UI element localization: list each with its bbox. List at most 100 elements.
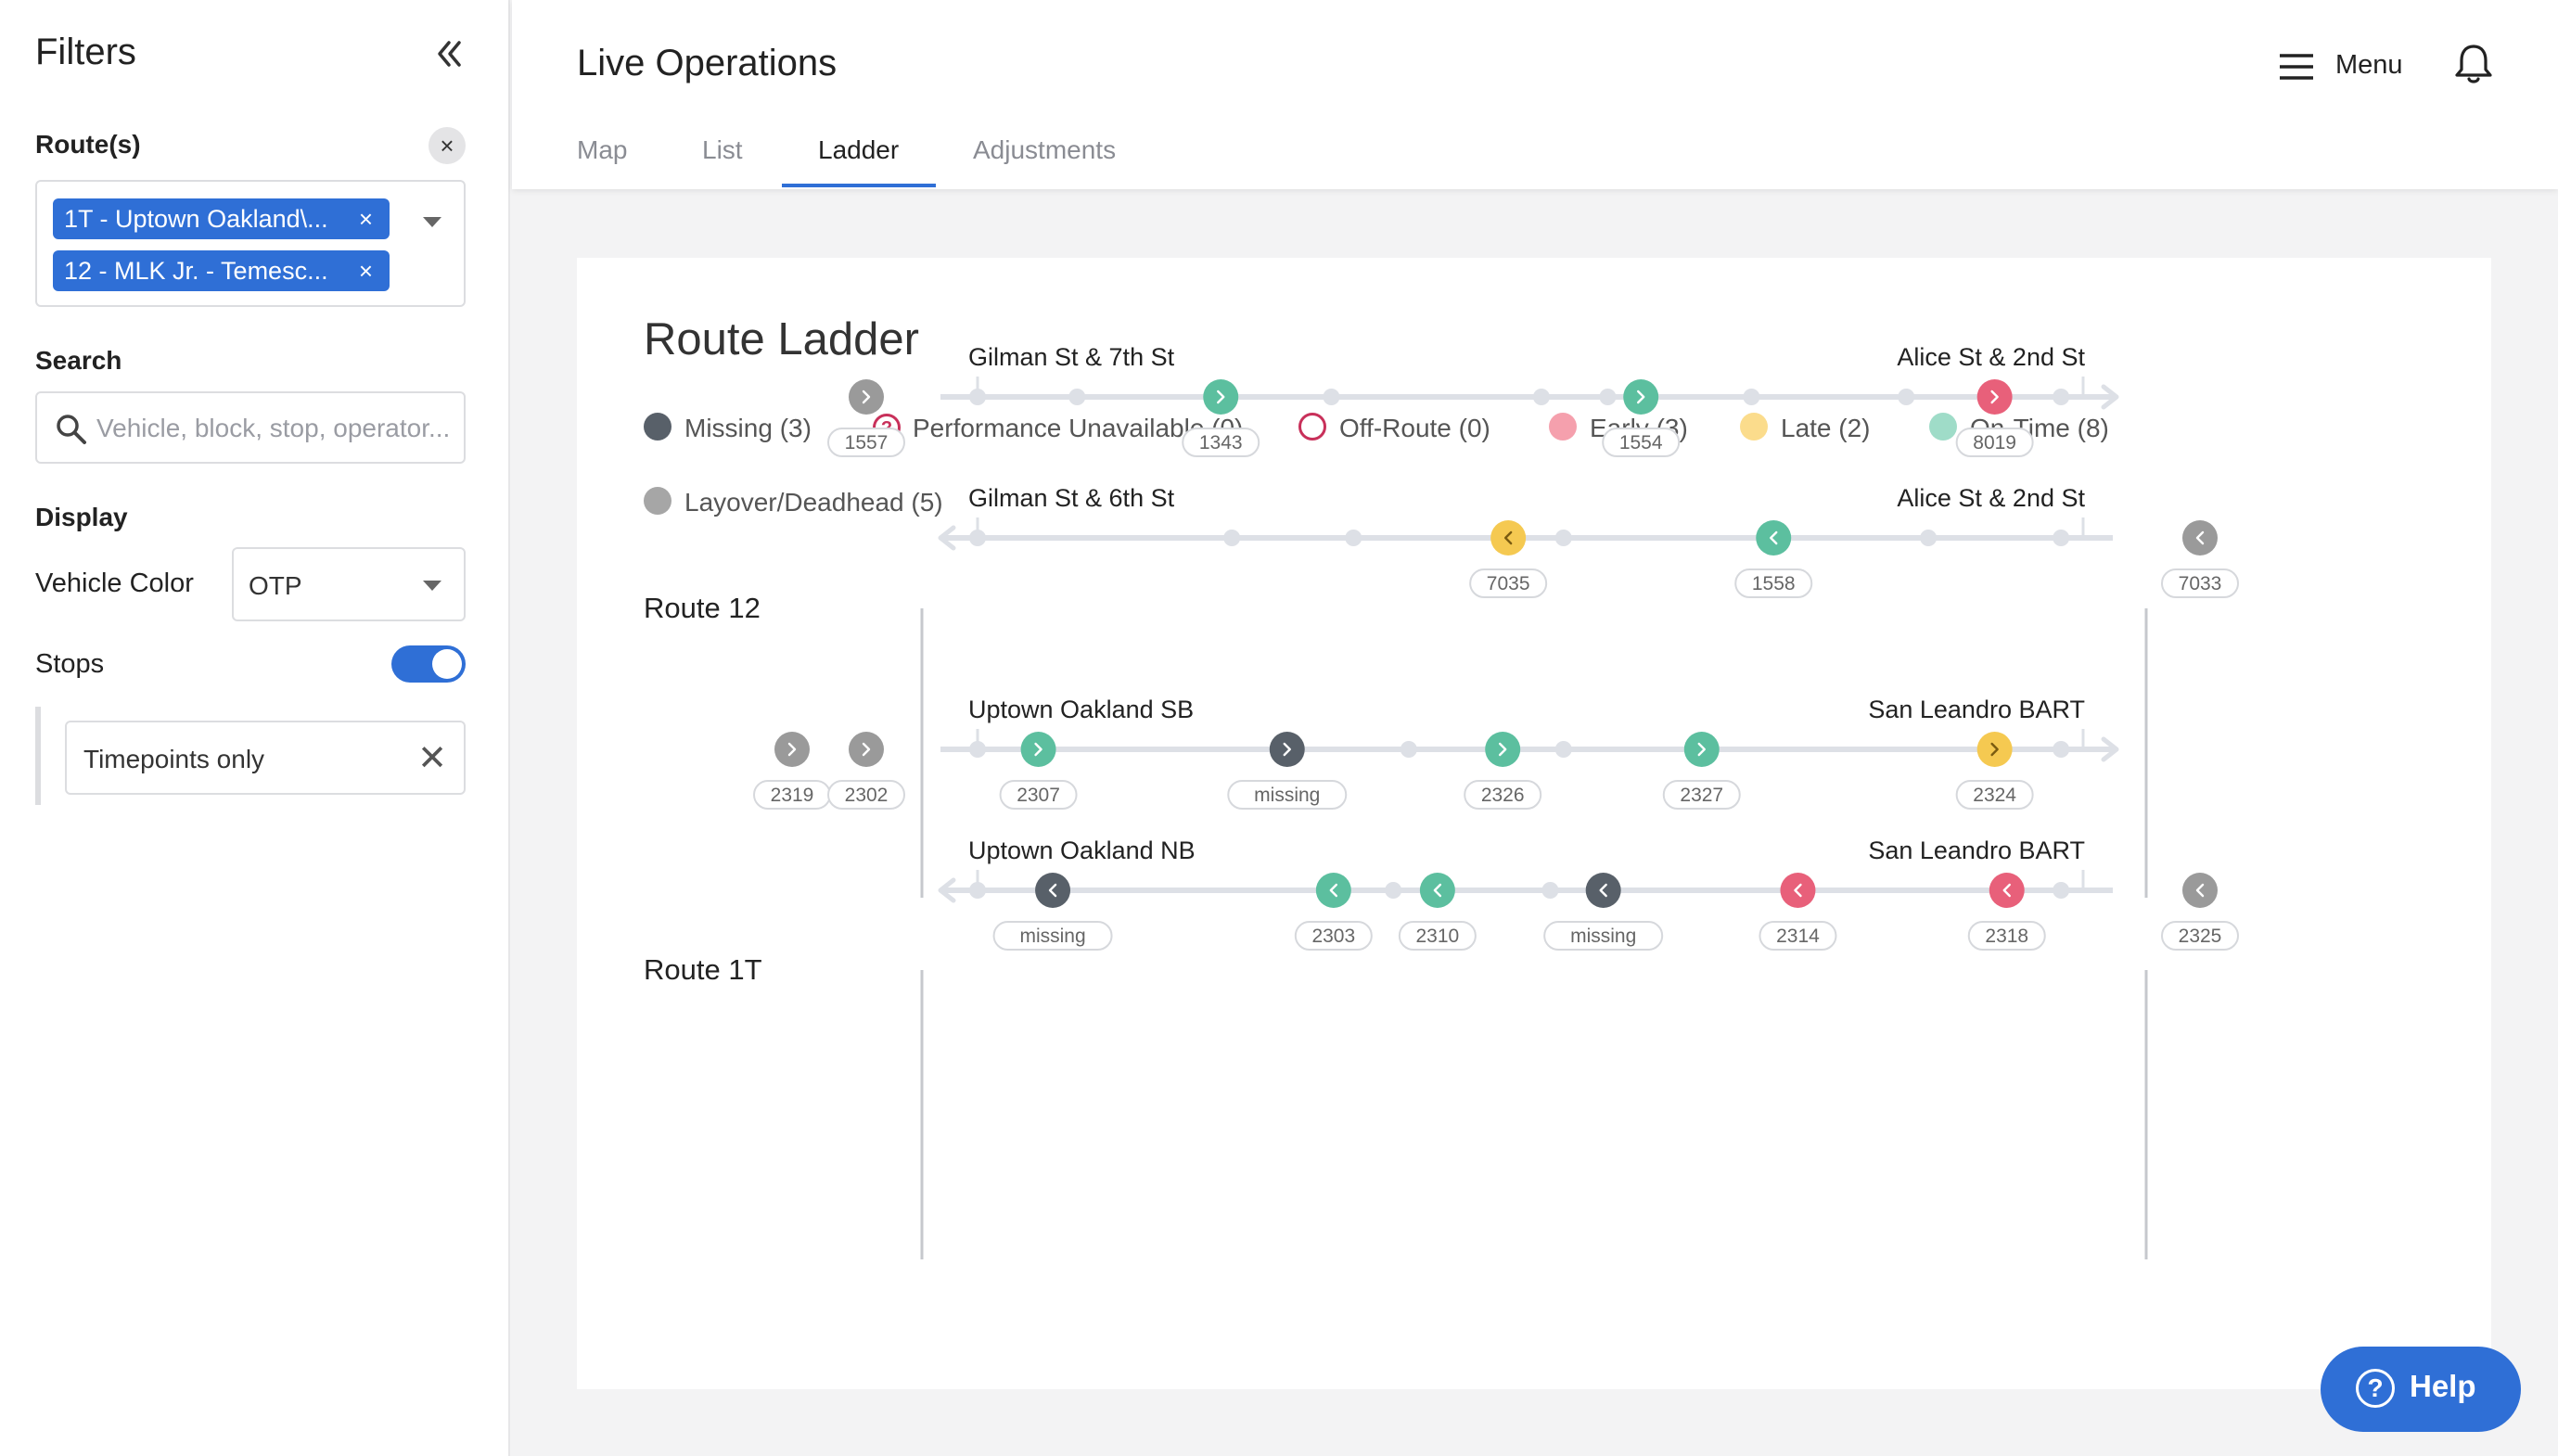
vehicle-label-pill [1182, 428, 1260, 457]
clear-routes-button[interactable]: × [428, 127, 466, 164]
stop-dot[interactable] [1223, 530, 1241, 546]
vehicle-marker[interactable] [1683, 732, 1720, 767]
routes-select[interactable]: 1T - Uptown Oakland\... × 12 - MLK Jr. -… [35, 180, 466, 307]
vehicle-marker[interactable] [1976, 732, 2013, 767]
stop-dot[interactable] [1068, 389, 1086, 405]
layover-vehicle-2302[interactable]: 2302 [827, 732, 905, 810]
filters-sidebar: Filters Route(s) × 1T - Uptown Oakland\.… [0, 0, 510, 1456]
stop-dot[interactable] [1599, 389, 1617, 405]
stop-dot[interactable] [1743, 389, 1760, 405]
vehicle-2324[interactable]: 2324 [1955, 732, 2034, 810]
stop-dot[interactable] [1400, 741, 1417, 758]
stops-toggle[interactable] [391, 645, 466, 683]
vehicle-label: 2326 [1481, 785, 1525, 806]
menu-button[interactable]: Menu [2278, 46, 2408, 87]
vehicle-marker[interactable] [849, 379, 884, 415]
vehicle-label-pill [1734, 568, 1813, 598]
vehicle-marker[interactable] [1585, 873, 1621, 908]
stop-dot[interactable] [1898, 389, 1915, 405]
vehicle-2307[interactable]: 2307 [999, 732, 1078, 810]
tab-ladder[interactable]: Ladder [818, 135, 900, 164]
collapse-sidebar-icon[interactable] [428, 33, 469, 74]
vehicle-2318[interactable]: 2318 [1967, 873, 2046, 951]
vehicle-marker[interactable] [1780, 873, 1816, 908]
vehicle-marker[interactable] [1203, 379, 1239, 415]
stop-dot[interactable] [2053, 741, 2070, 758]
route-title: Route 12 [644, 592, 761, 624]
stop-dot[interactable] [1323, 389, 1340, 405]
vehicle-marker[interactable] [1989, 873, 2025, 908]
stop-dot[interactable] [1532, 389, 1550, 405]
vehicle-marker[interactable] [1035, 873, 1071, 908]
stop-dot[interactable] [1554, 741, 1572, 758]
vehicle-7035[interactable]: 7035 [1469, 520, 1548, 598]
remove-chip-icon[interactable]: × [358, 257, 373, 285]
vehicle-marker[interactable] [1315, 873, 1351, 908]
chevron-down-icon [423, 581, 441, 591]
stop-dot[interactable] [2053, 530, 2070, 546]
stop-dot[interactable] [1920, 530, 1938, 546]
remove-chip-icon[interactable]: × [358, 205, 373, 233]
layover-vehicle-2325[interactable]: 2325 [2161, 873, 2239, 951]
vehicle-label-pill [1662, 780, 1741, 810]
tab-adjustments[interactable]: Adjustments [973, 135, 1117, 164]
tab-list[interactable]: List [702, 135, 743, 164]
vehicle-marker[interactable] [1020, 732, 1056, 767]
stop-dot[interactable] [969, 882, 986, 899]
vehicle-label: 7035 [1487, 573, 1530, 594]
vehicle-2310[interactable]: 2310 [1398, 873, 1477, 951]
vehicle-color-label: Vehicle Color [35, 568, 194, 598]
vehicle-marker[interactable] [1419, 873, 1455, 908]
vehicle-label: 2325 [2179, 926, 2222, 947]
stop-dot[interactable] [1385, 882, 1402, 899]
stop-name-end: San Leandro BART [1868, 837, 2085, 864]
stop-name-end: San Leandro BART [1868, 696, 2085, 723]
vehicle-2326[interactable]: 2326 [1464, 732, 1542, 810]
vehicle-1554[interactable]: 1554 [1602, 379, 1681, 457]
vehicle-marker[interactable] [1490, 520, 1527, 556]
vehicle-2303[interactable]: 2303 [1294, 873, 1373, 951]
chevron-down-icon[interactable] [423, 217, 441, 227]
stop-dot[interactable] [969, 741, 986, 758]
stop-dot[interactable] [969, 530, 986, 546]
stop-dot[interactable] [969, 389, 986, 405]
vehicle-1558[interactable]: 1558 [1734, 520, 1813, 598]
vehicle-1343[interactable]: 1343 [1182, 379, 1260, 457]
vehicle-label: 2319 [771, 785, 814, 806]
layover-vehicle-2319[interactable]: 2319 [753, 732, 831, 810]
vehicle-marker[interactable] [774, 732, 810, 767]
stop-dot[interactable] [1345, 530, 1362, 546]
layover-vehicle-1557[interactable]: 1557 [827, 379, 905, 457]
vehicle-marker[interactable] [2182, 873, 2218, 908]
stop-dot[interactable] [2053, 882, 2070, 899]
bell-icon[interactable] [2450, 41, 2497, 87]
legend-label: Off-Route (0) [1339, 414, 1490, 442]
vehicle-marker[interactable] [1756, 520, 1792, 556]
vehicle-missing[interactable]: missing [992, 873, 1113, 951]
vehicle-missing[interactable]: missing [1227, 732, 1348, 810]
vehicle-marker[interactable] [849, 732, 884, 767]
stop-dot[interactable] [1541, 882, 1559, 899]
vehicle-2327[interactable]: 2327 [1662, 732, 1741, 810]
vehicle-missing[interactable]: missing [1543, 873, 1664, 951]
help-button[interactable]: ? Help [2321, 1347, 2521, 1432]
vehicle-marker[interactable] [1269, 732, 1305, 767]
search-input[interactable]: Vehicle, block, stop, operator... [35, 391, 466, 464]
vehicle-color-select[interactable]: OTP [232, 547, 466, 621]
chevron-left-icon [1329, 883, 1338, 898]
vehicle-marker[interactable] [1485, 732, 1521, 767]
stop-dot[interactable] [2053, 389, 2070, 405]
stop-name-end: Alice St & 2nd St [1897, 343, 2085, 371]
vehicle-marker[interactable] [2182, 520, 2218, 556]
vehicle-marker[interactable] [1623, 379, 1659, 415]
stop-dot[interactable] [1554, 530, 1572, 546]
vehicle-marker[interactable] [1976, 379, 2013, 415]
tab-map[interactable]: Map [577, 135, 628, 164]
vehicle-2314[interactable]: 2314 [1759, 873, 1837, 951]
clear-stops-filter-icon[interactable]: ✕ [417, 739, 447, 778]
layover-vehicle-7033[interactable]: 7033 [2161, 520, 2239, 598]
vehicle-8019[interactable]: 8019 [1955, 379, 2034, 457]
vehicle-label-pill [1398, 921, 1477, 951]
stops-filter-select[interactable]: Timepoints only ✕ [65, 721, 466, 795]
vehicle-label: 2327 [1680, 785, 1723, 806]
